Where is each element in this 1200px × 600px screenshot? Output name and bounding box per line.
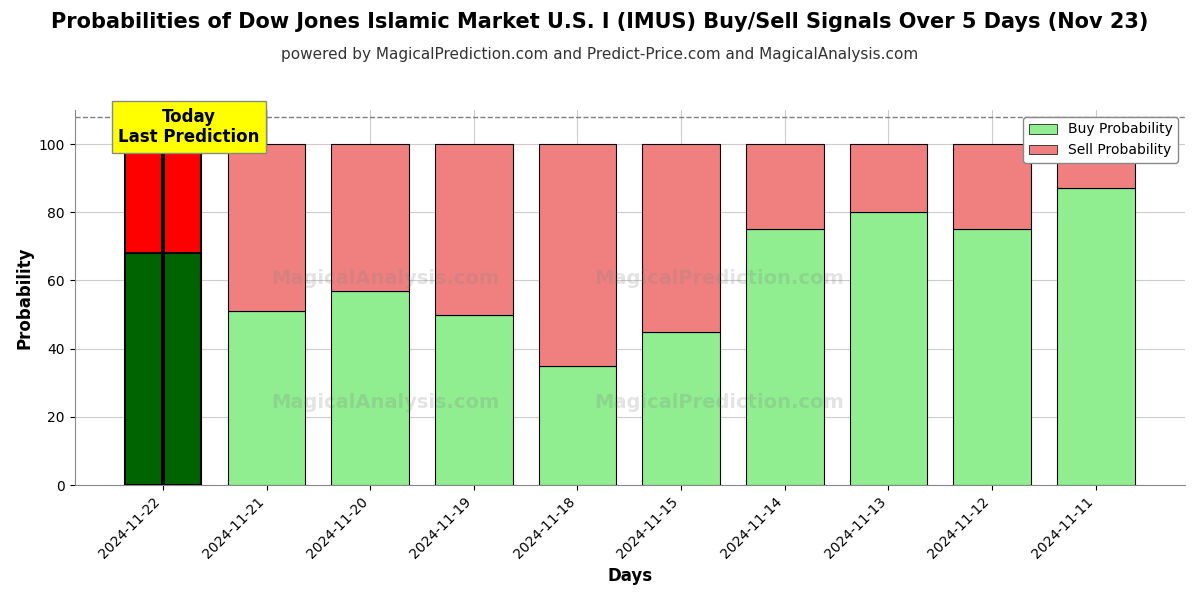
Bar [850,144,928,212]
Text: MagicalAnalysis.com: MagicalAnalysis.com [271,269,499,288]
Bar [331,291,409,485]
Bar [331,144,409,291]
Y-axis label: Probability: Probability [16,246,34,349]
Bar [953,144,1031,229]
Bar [642,332,720,485]
Bar [434,314,512,485]
Text: MagicalAnalysis.com: MagicalAnalysis.com [271,393,499,412]
X-axis label: Days: Days [607,567,653,585]
Bar [125,144,162,253]
Text: MagicalPrediction.com: MagicalPrediction.com [594,393,844,412]
Bar [1057,144,1134,188]
Text: Probabilities of Dow Jones Islamic Market U.S. I (IMUS) Buy/Sell Signals Over 5 : Probabilities of Dow Jones Islamic Marke… [52,12,1148,32]
Bar [539,366,617,485]
Bar [125,253,162,485]
Bar [746,229,823,485]
Bar [539,144,617,366]
Bar [228,311,306,485]
Text: Today
Last Prediction: Today Last Prediction [118,107,259,146]
Bar [228,144,306,311]
Text: powered by MagicalPrediction.com and Predict-Price.com and MagicalAnalysis.com: powered by MagicalPrediction.com and Pre… [281,46,919,61]
Bar [164,253,200,485]
Bar [1057,188,1134,485]
Bar [642,144,720,332]
Bar [434,144,512,314]
Legend: Buy Probability, Sell Probability: Buy Probability, Sell Probability [1024,117,1178,163]
Bar [164,144,200,253]
Bar [953,229,1031,485]
Bar [746,144,823,229]
Bar [850,212,928,485]
Text: MagicalPrediction.com: MagicalPrediction.com [594,269,844,288]
